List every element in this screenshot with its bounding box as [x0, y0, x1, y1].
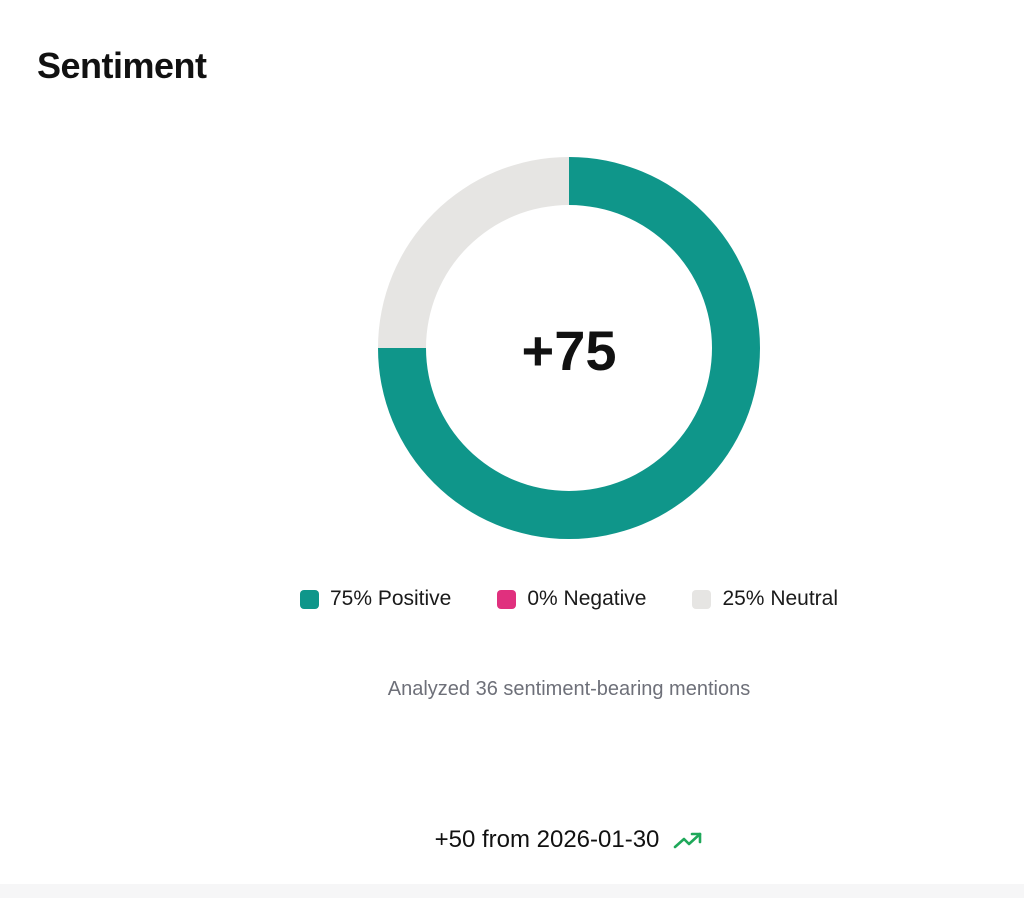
- legend-swatch-neutral: [692, 589, 712, 609]
- donut-svg: +75: [378, 157, 760, 539]
- trend-text: +50 from 2026-01-30: [434, 826, 660, 853]
- legend-swatch-negative: [497, 589, 517, 609]
- legend-label-negative: 0% Negative: [527, 587, 647, 610]
- card-bottom-edge: [0, 884, 1024, 898]
- trend-indicator: +50 from 2026-01-30: [0, 826, 1024, 854]
- trending-up-icon: [673, 830, 703, 850]
- card-title: Sentiment: [37, 45, 207, 86]
- legend-item-negative: 0% Negative: [497, 584, 646, 614]
- legend-label-positive: 75% Positive: [329, 587, 452, 610]
- sentiment-score: +75: [522, 319, 617, 382]
- legend-label-neutral: 25% Neutral: [722, 587, 839, 610]
- donut-slice-neutral: [378, 157, 569, 348]
- donut-slices: [378, 157, 760, 539]
- legend-swatch-positive: [299, 589, 319, 609]
- legend-item-neutral: 25% Neutral: [692, 584, 838, 614]
- chart-legend: 75% Positive 0% Negative 25% Neutral: [0, 584, 1024, 614]
- analysis-summary: Analyzed 36 sentiment-bearing mentions: [387, 678, 751, 700]
- legend-item-positive: 75% Positive: [299, 584, 452, 614]
- sentiment-donut-chart: +75: [378, 157, 760, 539]
